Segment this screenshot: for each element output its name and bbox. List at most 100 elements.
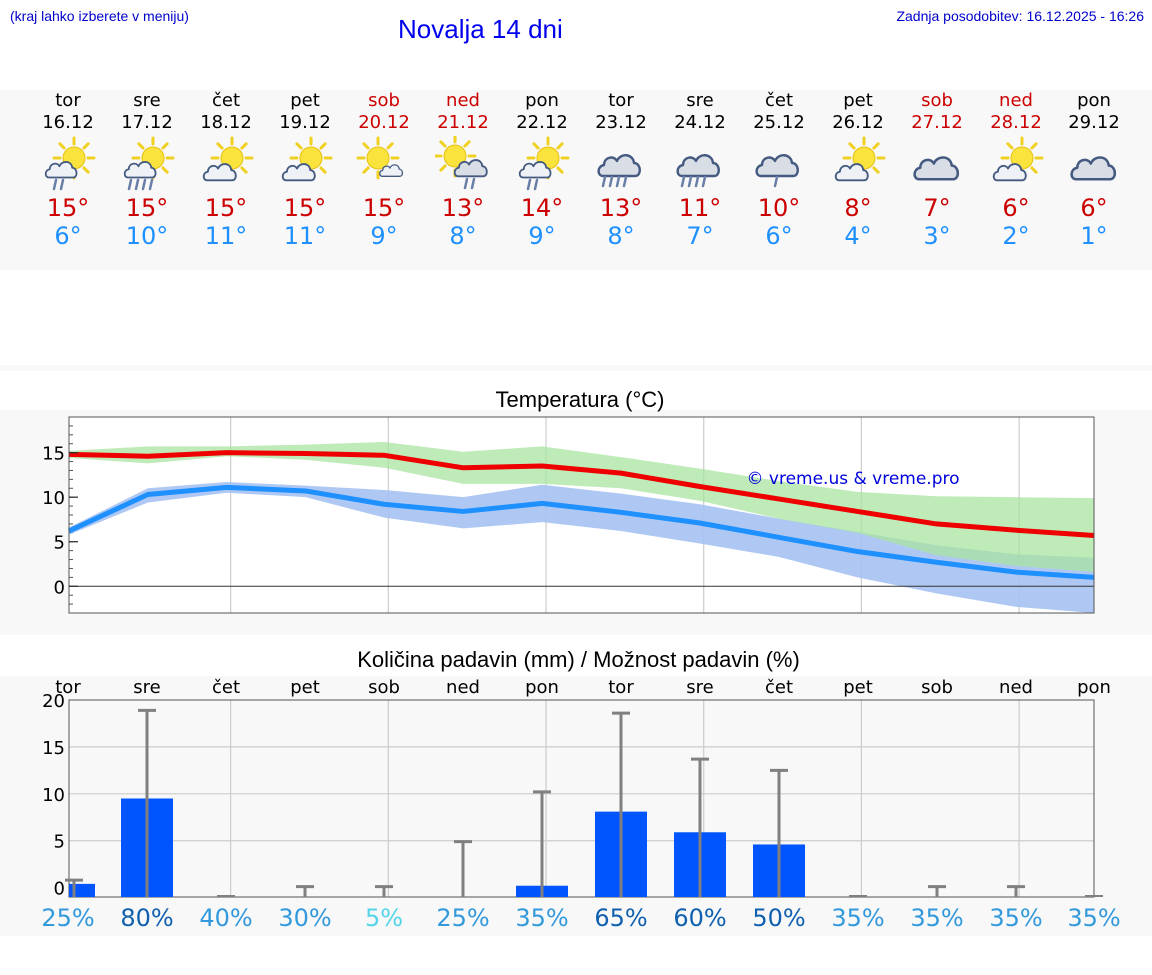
cloudy-icon bbox=[1070, 156, 1117, 181]
precipitation-chance-label: 25% bbox=[41, 904, 94, 932]
day-column: pon 29.12 6° 1° bbox=[1055, 90, 1134, 250]
cloud-shape bbox=[123, 161, 157, 179]
partly-sunny-heavy-rain-icon bbox=[123, 136, 175, 191]
cloud-outline bbox=[202, 163, 237, 182]
cloud-outline bbox=[755, 154, 799, 178]
x-category-label: pet bbox=[290, 677, 320, 698]
min-temperature: 10° bbox=[125, 222, 169, 250]
cloud-outline bbox=[834, 163, 869, 182]
day-name: tor bbox=[55, 90, 81, 111]
day-column: ned 28.12 6° 2° bbox=[977, 90, 1056, 250]
min-temperature: 6° bbox=[765, 222, 793, 250]
day-name: sob bbox=[368, 90, 400, 111]
y-tick-label: 10 bbox=[42, 785, 65, 806]
cloud-outline bbox=[123, 161, 157, 179]
cloud-outline bbox=[992, 163, 1027, 182]
max-temperature: 14° bbox=[520, 194, 564, 222]
cloud-shape bbox=[992, 163, 1027, 182]
max-temperature: 15° bbox=[362, 194, 406, 222]
min-temperature: 3° bbox=[923, 222, 951, 250]
day-date: 25.12 bbox=[753, 112, 805, 133]
page-title: Novalja 14 dni bbox=[398, 14, 563, 44]
plot-frame bbox=[68, 416, 1095, 614]
cloud-shape bbox=[1070, 156, 1117, 181]
cloud-shape bbox=[913, 156, 960, 181]
day-column: pon 22.12 14° 9° bbox=[503, 90, 582, 250]
precipitation-chance-label: 35% bbox=[989, 904, 1042, 932]
max-temperature: 10° bbox=[757, 194, 801, 222]
min-temperature: 7° bbox=[686, 222, 714, 250]
day-column: čet 25.12 10° 6° bbox=[740, 90, 819, 250]
y-tick-label: 10 bbox=[42, 488, 65, 509]
day-date: 17.12 bbox=[121, 112, 173, 133]
precipitation-chance-label: 60% bbox=[673, 904, 726, 932]
x-category-label: sob bbox=[368, 677, 400, 698]
x-category-label: sre bbox=[133, 677, 160, 698]
x-category-label: pon bbox=[1077, 677, 1111, 698]
cloud-shape bbox=[518, 161, 552, 179]
day-column: pet 26.12 8° 4° bbox=[819, 90, 898, 250]
cloudy-heavy-rain-icon bbox=[676, 154, 720, 188]
day-date: 21.12 bbox=[437, 112, 489, 133]
day-name: čet bbox=[764, 90, 794, 111]
day-name: ned bbox=[999, 90, 1033, 111]
partly-cloudy-icon bbox=[281, 136, 333, 182]
precipitation-chance-label: 35% bbox=[910, 904, 963, 932]
day-column: tor 23.12 13° 8° bbox=[582, 90, 661, 250]
precipitation-chance-label: 40% bbox=[199, 904, 252, 932]
forecast-strip-background bbox=[0, 90, 1152, 270]
y-tick-label: 5 bbox=[54, 533, 65, 554]
min-temperature: 11° bbox=[204, 222, 248, 250]
x-category-label: ned bbox=[446, 677, 480, 698]
min-temperature: 11° bbox=[283, 222, 327, 250]
location-hint: (kraj lahko izberete v meniju) bbox=[10, 8, 189, 24]
cloud-shape bbox=[453, 159, 488, 178]
partly-sunny-showers-icon bbox=[44, 136, 96, 191]
max-temperature: 7° bbox=[923, 194, 951, 222]
cloudy-icon bbox=[913, 156, 960, 181]
day-column: ned 21.12 13° 8° bbox=[424, 90, 503, 250]
cloud-shape bbox=[755, 154, 799, 178]
max-temperature: 13° bbox=[599, 194, 643, 222]
x-category-label: ned bbox=[999, 677, 1033, 698]
min-temperature: 9° bbox=[370, 222, 398, 250]
cloud-shape bbox=[676, 154, 720, 178]
cloud-outline bbox=[44, 161, 78, 179]
partly-cloudy-icon bbox=[992, 136, 1044, 182]
day-date: 28.12 bbox=[990, 112, 1042, 133]
day-date: 19.12 bbox=[279, 112, 331, 133]
day-name: sre bbox=[133, 90, 161, 111]
day-date: 18.12 bbox=[200, 112, 252, 133]
day-column: sre 24.12 11° 7° bbox=[661, 90, 740, 250]
rain-drops bbox=[773, 175, 779, 188]
cloud-outline bbox=[913, 156, 960, 181]
cloud-shape bbox=[44, 161, 78, 179]
day-date: 23.12 bbox=[595, 112, 647, 133]
x-category-label: čet bbox=[212, 677, 240, 698]
temperature-chart: 0 5 10 15 © vreme.us & vreme.pro bbox=[42, 416, 1095, 614]
max-temperature: 8° bbox=[844, 194, 872, 222]
day-name: sob bbox=[921, 90, 953, 111]
day-name: pon bbox=[1077, 90, 1111, 111]
max-temperature: 6° bbox=[1080, 194, 1108, 222]
plot-frame bbox=[68, 699, 1095, 898]
x-category-label: pon bbox=[525, 677, 559, 698]
cloud-shape bbox=[597, 154, 641, 178]
min-temperature: 1° bbox=[1080, 222, 1108, 250]
sun-rays bbox=[842, 136, 886, 180]
sun-cloud-showers-icon bbox=[435, 136, 488, 190]
max-temperature: 15° bbox=[283, 194, 327, 222]
day-name: čet bbox=[211, 90, 241, 111]
rain-drops bbox=[680, 175, 707, 188]
day-column: sob 27.12 7° 3° bbox=[898, 90, 977, 250]
day-date: 16.12 bbox=[42, 112, 94, 133]
cloud-outline bbox=[453, 159, 488, 178]
precipitation-chance-label: 30% bbox=[278, 904, 331, 932]
max-temperature-line bbox=[68, 450, 1095, 538]
min-temperature: 4° bbox=[844, 222, 872, 250]
precipitation-chart: tor sre čet pet sob ned pon tor sre čet pet sob ned p… bbox=[41, 677, 1120, 932]
precipitation-chance-label: 5% bbox=[365, 904, 403, 932]
day-date: 26.12 bbox=[832, 112, 884, 133]
x-category-label: sre bbox=[686, 677, 713, 698]
sun-rays bbox=[52, 136, 96, 180]
